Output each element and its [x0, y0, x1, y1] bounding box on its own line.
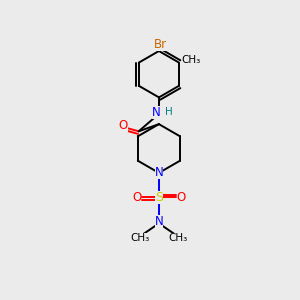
Text: N: N	[152, 106, 160, 119]
Text: O: O	[132, 191, 141, 204]
Text: Br: Br	[154, 38, 167, 51]
Text: N: N	[154, 215, 163, 228]
Text: O: O	[118, 119, 128, 132]
Text: CH₃: CH₃	[182, 55, 201, 65]
Text: S: S	[155, 191, 163, 204]
Text: N: N	[154, 167, 163, 179]
Text: H: H	[165, 107, 172, 117]
Text: O: O	[177, 191, 186, 204]
Text: CH₃: CH₃	[169, 233, 188, 243]
Text: CH₃: CH₃	[130, 233, 149, 243]
